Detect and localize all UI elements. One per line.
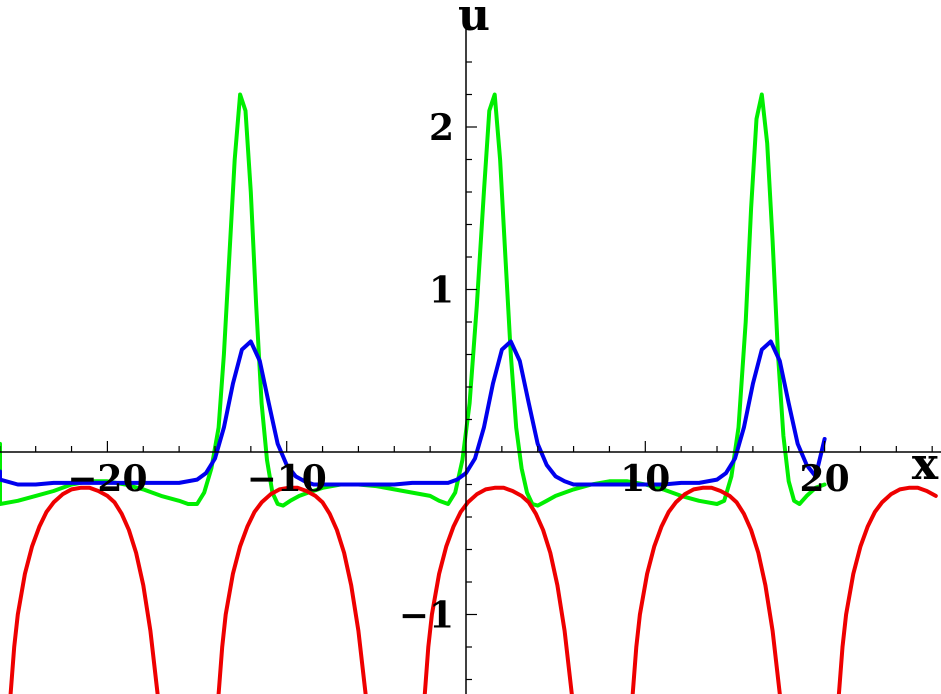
x-tick-label: −20 [67,458,147,500]
y-tick-label: −1 [399,595,454,637]
x-tick-label: −10 [247,458,327,500]
x-tick-label: 20 [800,458,850,500]
red-series-line-segment-3 [630,485,782,694]
green-series-line [0,92,827,508]
ticks-layer [0,61,933,681]
tick-labels-layer: −20 −10 10 20 −1 1 2 [67,107,849,637]
y-axis-label: u [458,0,490,41]
x-axis-label: x [912,439,939,490]
red-series-line-segment-1 [216,485,368,694]
series-layer [0,92,938,694]
x-tick-label: 10 [620,458,670,500]
y-tick-label: 2 [429,107,454,149]
y-tick-label: 1 [429,270,454,312]
blue-series-line [0,339,827,487]
red-series-line-segment-2 [422,485,574,694]
red-series-line-segment-0 [8,485,160,694]
red-series-line-segment-4 [836,485,938,694]
